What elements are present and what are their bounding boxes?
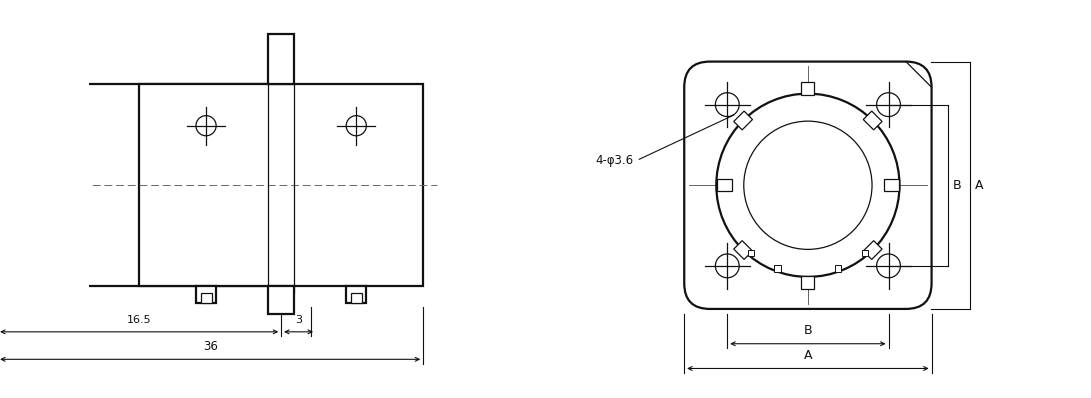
Polygon shape [835,265,841,271]
Bar [201,293,212,302]
Polygon shape [747,250,754,256]
Bar [0,84,281,286]
Polygon shape [734,241,753,259]
Polygon shape [863,241,882,259]
Text: 4-φ3.6: 4-φ3.6 [596,154,634,167]
Bar [268,34,293,84]
Bar [140,84,423,286]
Text: 16.5: 16.5 [127,316,152,326]
Polygon shape [863,111,882,130]
Text: 3: 3 [295,316,302,326]
Text: B: B [952,179,961,192]
Bar [802,82,814,95]
Bar [346,286,367,302]
Bar [351,293,362,302]
Text: 36: 36 [203,340,217,353]
Bar [196,286,216,302]
Circle shape [717,94,899,277]
Circle shape [744,121,872,250]
Bar [268,286,293,314]
Polygon shape [862,250,868,256]
Text: A: A [974,179,983,192]
Text: B: B [804,324,812,338]
Polygon shape [775,265,781,271]
Polygon shape [734,111,753,130]
Bar [802,276,814,289]
Bar [884,179,899,191]
FancyBboxPatch shape [684,62,932,309]
Text: A: A [804,349,812,362]
Bar [717,179,732,191]
